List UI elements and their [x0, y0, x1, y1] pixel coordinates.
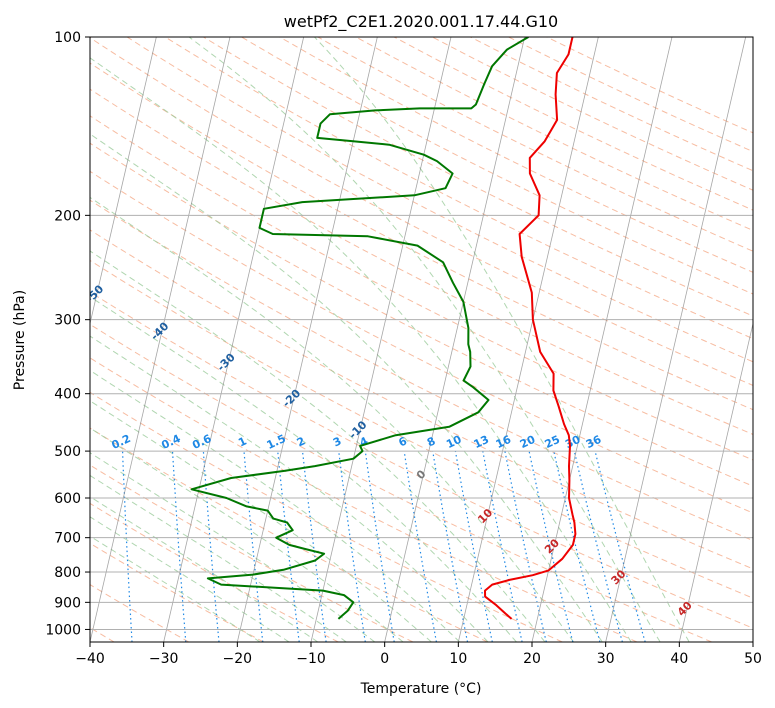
- moist-adiabat: [90, 400, 432, 642]
- x-tick-label: 30: [597, 651, 615, 667]
- mixing-ratio-label: 36: [584, 433, 604, 451]
- y-tick-label: 800: [54, 565, 81, 581]
- moist-adiabat: [90, 196, 574, 642]
- dry-adiabat: [508, 37, 753, 153]
- mixing-ratio-line: [573, 450, 623, 642]
- pressure-gridlines: [90, 37, 753, 630]
- dry-adiabat: [90, 37, 753, 386]
- moist-adiabat: [90, 452, 376, 642]
- mixing-ratio-line: [301, 451, 327, 642]
- moist-adiabat: [90, 474, 347, 642]
- isotherm-line: [678, 321, 753, 642]
- dry-adiabat: [90, 291, 753, 629]
- y-axis-title: Pressure (hPa): [12, 290, 28, 390]
- dry-adiabat: [90, 427, 488, 642]
- y-tick-label: 1000: [45, 622, 81, 638]
- mixing-ratio-line: [277, 451, 300, 642]
- x-tick-label: 10: [449, 651, 467, 667]
- mixing-ratio-label: 20: [518, 433, 538, 451]
- dry-adiabat: [90, 259, 753, 599]
- isotherm-line: [90, 37, 157, 326]
- x-tick-label: −20: [223, 651, 253, 667]
- y-tick-label: 500: [54, 444, 81, 460]
- isotherm-line: [531, 37, 673, 642]
- dry-adiabat: [90, 323, 712, 642]
- mixing-ratio-lines: [122, 450, 646, 642]
- x-tick-label: −40: [75, 651, 105, 667]
- moist-adiabat: [90, 250, 546, 642]
- dry-adiabats: [90, 37, 753, 642]
- x-axis-title: Temperature (°C): [360, 681, 482, 697]
- x-tick-label: 20: [523, 651, 541, 667]
- isotherm-line: [163, 37, 305, 642]
- plot-frame: [89, 36, 754, 643]
- mixing-ratio-line: [553, 450, 601, 642]
- moist-adiabat: [90, 57, 632, 642]
- profiles: [190, 37, 577, 620]
- isotherm-line: [90, 37, 231, 642]
- mixing-ratio-line: [403, 451, 437, 642]
- y-axis: 100 200 300 400 500 600 700 800 900 1000: [45, 30, 90, 638]
- mixing-ratio-line: [364, 451, 395, 642]
- isotherm-line: [0, 37, 9, 642]
- moist-adiabat: [188, 37, 661, 642]
- plot-background: [90, 37, 753, 642]
- x-tick-label: −30: [149, 651, 179, 667]
- mixing-ratio-line: [482, 450, 523, 642]
- isotherm-line: [457, 37, 599, 642]
- mixing-ratio-label: 13: [472, 433, 491, 451]
- isotherms: [0, 37, 753, 642]
- x-tick-label: 0: [380, 651, 389, 667]
- moist-adiabat: [90, 369, 461, 642]
- dewpoint-profile: [190, 37, 529, 620]
- mixing-ratio-line: [338, 451, 366, 642]
- x-axis: −40 −30 −20 −10 0 10 20 30 40 50: [75, 642, 762, 667]
- x-tick-label: −10: [296, 651, 326, 667]
- y-tick-label: 200: [54, 208, 81, 224]
- isotherm-line: [384, 37, 526, 642]
- y-tick-label: 100: [54, 30, 81, 46]
- moist-adiabat: [90, 133, 603, 642]
- isotherm-line: [605, 37, 747, 642]
- moist-adiabat: [314, 37, 690, 642]
- isotherm-line: [310, 37, 452, 642]
- y-tick-label: 300: [54, 313, 81, 329]
- dry-adiabat: [90, 502, 339, 642]
- x-tick-label: 50: [744, 651, 762, 667]
- mixing-ratio-line: [454, 450, 493, 642]
- mixing-ratio-line: [202, 451, 220, 642]
- moist-adiabats: [90, 37, 690, 642]
- y-tick-label: 600: [54, 491, 81, 507]
- mixing-ratio-line: [243, 451, 264, 642]
- temperature-profile: [484, 37, 577, 620]
- mixing-ratio-line: [432, 451, 469, 642]
- mixing-ratio-label: 25: [543, 433, 562, 451]
- y-tick-label: 900: [54, 595, 81, 611]
- moist-adiabat: [90, 335, 489, 642]
- chart-title: wetPf2_C2E1.2020.001.17.44.G10: [284, 12, 558, 32]
- mixing-ratio-label: 10: [444, 433, 464, 451]
- isotherm-line: [752, 640, 753, 642]
- dry-adiabat: [90, 391, 563, 642]
- y-tick-label: 400: [54, 387, 81, 403]
- dry-adiabat: [126, 37, 753, 363]
- mixing-ratio-line: [528, 450, 574, 642]
- isotherm-line: [236, 37, 378, 642]
- dry-adiabat: [90, 115, 753, 461]
- dry-adiabat: [90, 62, 753, 411]
- mixing-ratio-line: [504, 450, 547, 642]
- isotherm-label: -60: [19, 241, 42, 264]
- mixing-ratio-line: [171, 451, 187, 642]
- y-tick-label: 700: [54, 531, 81, 547]
- mixing-ratio-label: 16: [494, 433, 514, 451]
- mixing-ratio-line: [122, 451, 133, 642]
- dry-adiabat: [90, 88, 753, 435]
- x-tick-label: 40: [670, 651, 688, 667]
